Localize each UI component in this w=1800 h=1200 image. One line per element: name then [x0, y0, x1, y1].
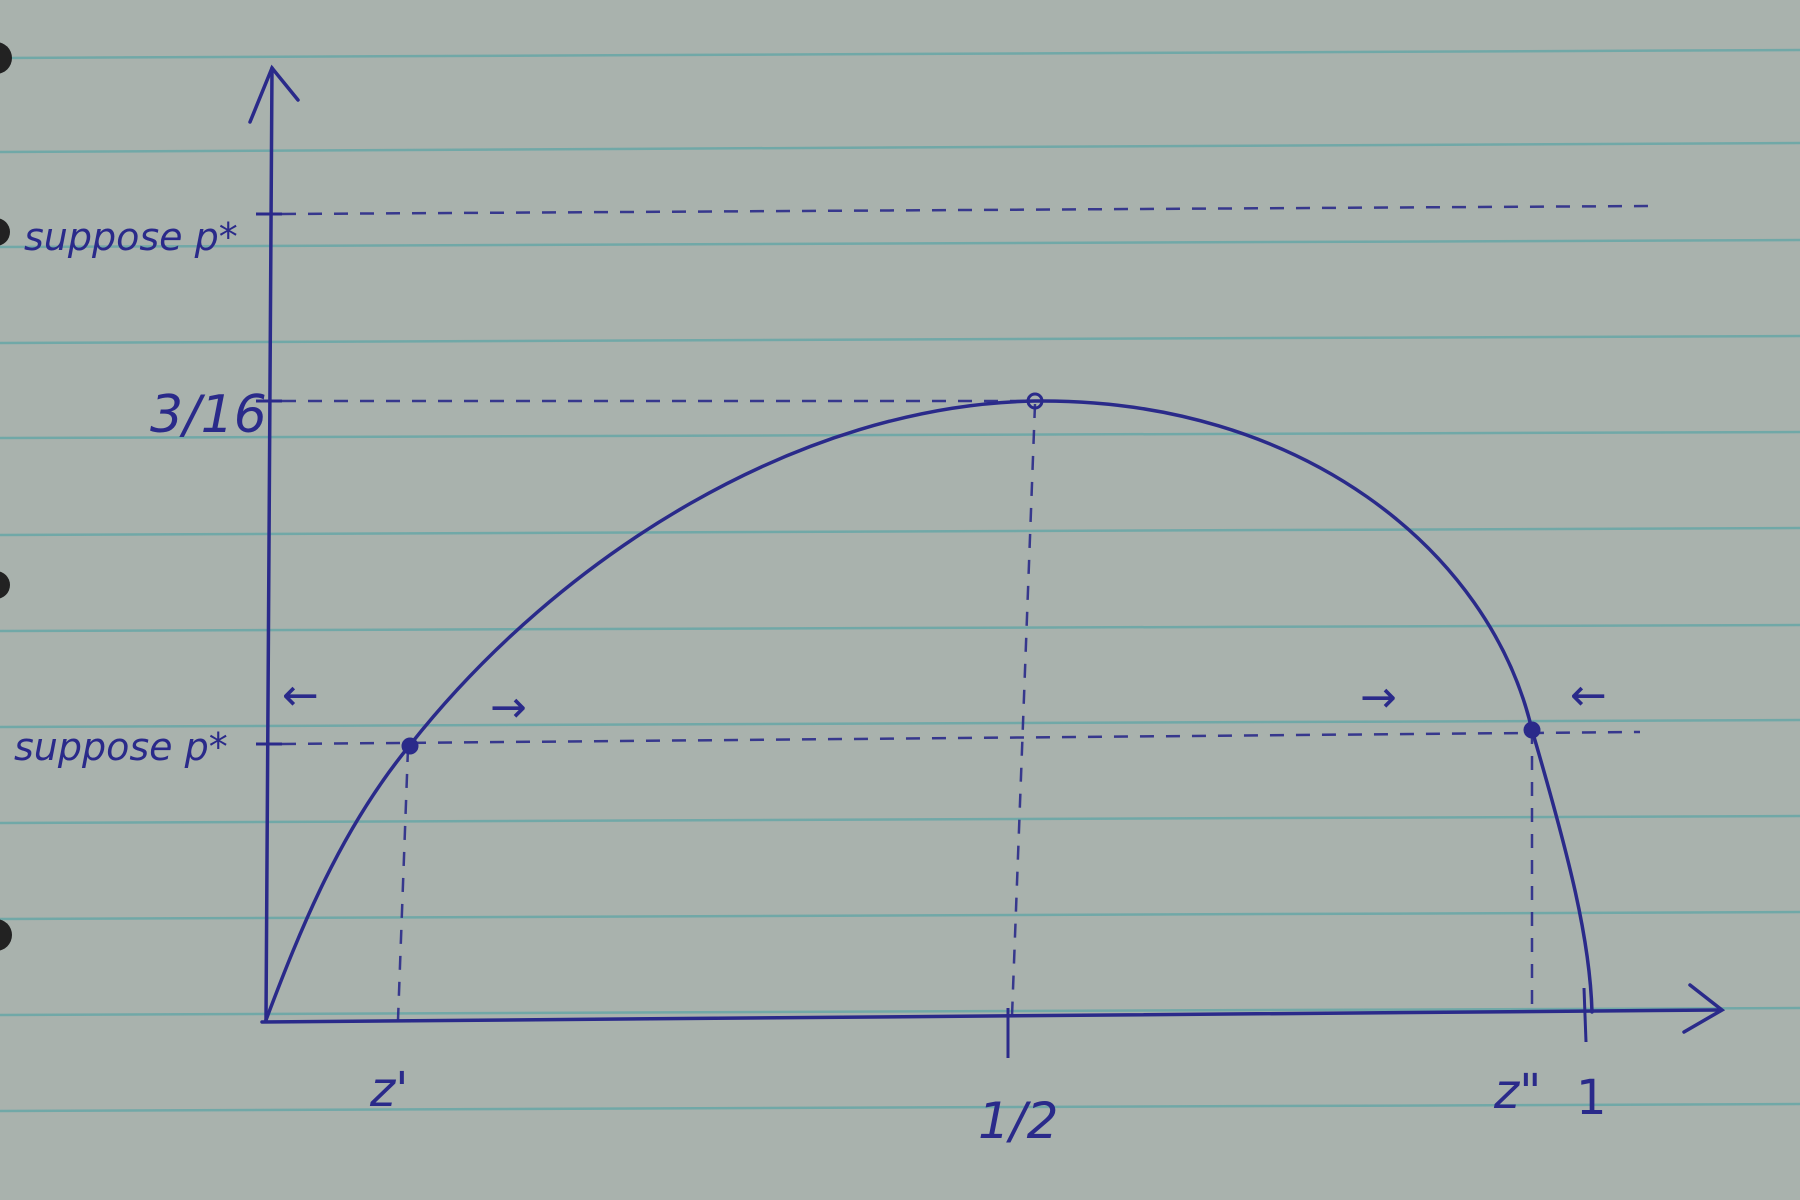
- ruled-lines: [0, 48, 1800, 1113]
- label-suppose-lower: suppose p*: [14, 725, 228, 769]
- direction-arrows: ← → → ←: [282, 670, 1607, 733]
- x-axis-line: [260, 1008, 1720, 1024]
- label-suppose-upper: suppose p*: [24, 215, 238, 259]
- lower-suppose-guide: [281, 730, 1641, 746]
- x-ticks: [1006, 987, 1588, 1058]
- x-axis-arrowhead: [1682, 983, 1726, 1034]
- guide-lines: [281, 204, 1651, 1021]
- hump-curve: [264, 399, 1594, 1022]
- y-axis-arrowhead: [248, 64, 300, 124]
- arrow-left-of-z-double-prime: →: [1360, 672, 1397, 723]
- y-axis-line: [264, 66, 274, 1022]
- label-peak-3-16: 3/16: [150, 385, 267, 445]
- label-z-double-prime: z": [1493, 1064, 1541, 1120]
- point-z-double-prime: [1523, 721, 1541, 739]
- arrow-left-of-z-prime: ←: [282, 670, 319, 721]
- upper-suppose-guide: [281, 204, 1651, 216]
- label-half: 1/2: [978, 1092, 1058, 1150]
- arrow-right-of-z-prime: →: [490, 682, 527, 733]
- point-peak: [1026, 392, 1044, 410]
- y-ticks: [256, 212, 282, 746]
- axes: [248, 64, 1726, 1034]
- label-z-prime: z': [369, 1062, 408, 1118]
- curve-points: [401, 392, 1541, 755]
- z-prime-drop: [396, 747, 410, 1021]
- label-one: 1: [1576, 1070, 1607, 1126]
- point-z-prime: [401, 737, 419, 755]
- binder-holes: [0, 42, 12, 951]
- arrow-right-of-z-double-prime: ←: [1570, 670, 1607, 721]
